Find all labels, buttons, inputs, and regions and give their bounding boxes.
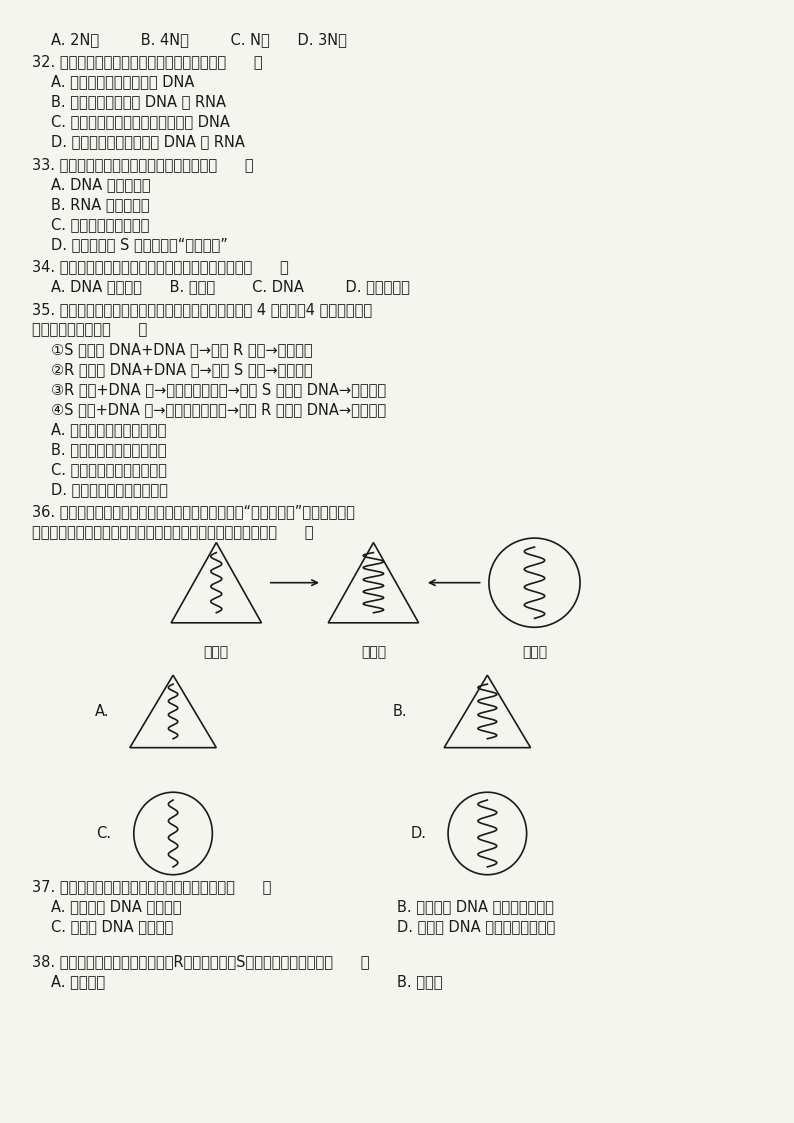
Text: 38. 肺炎链球菌的转化实验中，使R型细菌转化为S型细菌的转化因子是（      ）: 38. 肺炎链球菌的转化实验中，使R型细菌转化为S型细菌的转化因子是（ ） [32, 953, 369, 969]
Text: B. 蛋白质: B. 蛋白质 [397, 974, 442, 989]
Text: D. 细菌的 DNA 和噬菌体的氨基酸: D. 细菌的 DNA 和噬菌体的氨基酸 [397, 920, 555, 934]
Text: C. 蛋白质不是遗传物质: C. 蛋白质不是遗传物质 [52, 217, 150, 232]
Text: A. DNA 是遗传物质: A. DNA 是遗传物质 [52, 177, 151, 192]
Text: C. 死亡、死亡、存活、存活: C. 死亡、死亡、存活、存活 [52, 463, 168, 477]
Text: 乙病毒: 乙病毒 [522, 645, 547, 659]
Text: 35. 某研究人员模拟胺炎双球菌转化实验，进行了以下 4 个实验。4 个实验中小鼠: 35. 某研究人员模拟胺炎双球菌转化实验，进行了以下 4 个实验。4 个实验中小… [32, 302, 372, 317]
Text: 36. 如图甲、乙为两种不同的病毒，经人工重建形成“杂种病毒丙”，用丙病毒侵: 36. 如图甲、乙为两种不同的病毒，经人工重建形成“杂种病毒丙”，用丙病毒侵 [32, 504, 355, 520]
Text: A. 噬菌体的 DNA 和氨基酸: A. 噬菌体的 DNA 和氨基酸 [52, 900, 182, 914]
Text: C.: C. [96, 827, 111, 841]
Text: D. 细胞质中的遗传物质是 DNA 或 RNA: D. 细胞质中的遗传物质是 DNA 或 RNA [52, 135, 245, 149]
Text: B. 存活、死亡、存活、死亡: B. 存活、死亡、存活、死亡 [52, 442, 167, 457]
Text: A. 细菌的遗传物质主要是 DNA: A. 细菌的遗传物质主要是 DNA [52, 74, 195, 90]
Text: C. 有细胞结构的生物的遗传物质是 DNA: C. 有细胞结构的生物的遗传物质是 DNA [52, 115, 230, 129]
Text: A. 存活、存活、存活、死亡: A. 存活、存活、存活、死亡 [52, 422, 167, 437]
Text: B. 病毒的遗传物质是 DNA 和 RNA: B. 病毒的遗传物质是 DNA 和 RNA [52, 94, 226, 109]
Text: 染植物细胞，在植物细胞内增殖后产生的新一代病毒是图中的（      ）: 染植物细胞，在植物细胞内增殖后产生的新一代病毒是图中的（ ） [32, 524, 313, 540]
Text: ②R 型菌的 DNA+DNA 酶→加入 S 型菌→注入小鼠: ②R 型菌的 DNA+DNA 酶→加入 S 型菌→注入小鼠 [52, 362, 313, 377]
Text: 37. 噬菌体在细菌细胞内合成自己的蛋白质需要（      ）: 37. 噬菌体在细菌细胞内合成自己的蛋白质需要（ ） [32, 879, 271, 894]
Text: 34. 噬菌体侵染细菌时，侵入细菌体内的是噬菌体的（      ）: 34. 噬菌体侵染细菌时，侵入细菌体内的是噬菌体的（ ） [32, 259, 288, 274]
Text: 存活的情况依次是（      ）: 存活的情况依次是（ ） [32, 322, 147, 337]
Text: C. 细菌的 DNA 和氨基酸: C. 细菌的 DNA 和氨基酸 [52, 920, 174, 934]
Text: B. RNA 是遗传物质: B. RNA 是遗传物质 [52, 197, 150, 212]
Text: D. 加热杀死的 S 型菌中含有“转化因子”: D. 加热杀死的 S 型菌中含有“转化因子” [52, 237, 228, 253]
Text: 丙病毒: 丙病毒 [360, 645, 386, 659]
Text: ①S 型菌的 DNA+DNA 酶→加入 R 型菌→注入小鼠: ①S 型菌的 DNA+DNA 酶→加入 R 型菌→注入小鼠 [52, 341, 313, 357]
Text: ④S 型菌+DNA 酶→高温加热后冷却→加入 R 型菌的 DNA→注入小鼠: ④S 型菌+DNA 酶→高温加热后冷却→加入 R 型菌的 DNA→注入小鼠 [52, 402, 387, 417]
Text: B.: B. [393, 704, 407, 719]
Text: A.: A. [94, 704, 109, 719]
Text: A. DNA 和蛋白质      B. 蛋白质        C. DNA         D. 整个噬菌体: A. DNA 和蛋白质 B. 蛋白质 C. DNA D. 整个噬菌体 [52, 280, 410, 294]
Text: D.: D. [410, 827, 426, 841]
Text: D. 存活、死亡、存活、存活: D. 存活、死亡、存活、存活 [52, 483, 168, 497]
Text: A. 茊膜多糖: A. 茊膜多糖 [52, 974, 106, 989]
Text: 33. 格里菲思的肺炎双球菌转化实验证明了（      ）: 33. 格里菲思的肺炎双球菌转化实验证明了（ ） [32, 157, 253, 172]
Text: A. 2N条         B. 4N条         C. N条      D. 3N条: A. 2N条 B. 4N条 C. N条 D. 3N条 [52, 33, 347, 47]
Text: 32. 下列关于生物遗传物质的说法，正确的是（      ）: 32. 下列关于生物遗传物质的说法，正确的是（ ） [32, 54, 262, 70]
Text: 甲病毒: 甲病毒 [204, 645, 229, 659]
Text: ③R 型菌+DNA 酶→高温加热后冷却→加入 S 型菌的 DNA→注入小鼠: ③R 型菌+DNA 酶→高温加热后冷却→加入 S 型菌的 DNA→注入小鼠 [52, 382, 387, 398]
Text: B. 噬菌体的 DNA 和细菌的氨基酸: B. 噬菌体的 DNA 和细菌的氨基酸 [397, 900, 554, 914]
